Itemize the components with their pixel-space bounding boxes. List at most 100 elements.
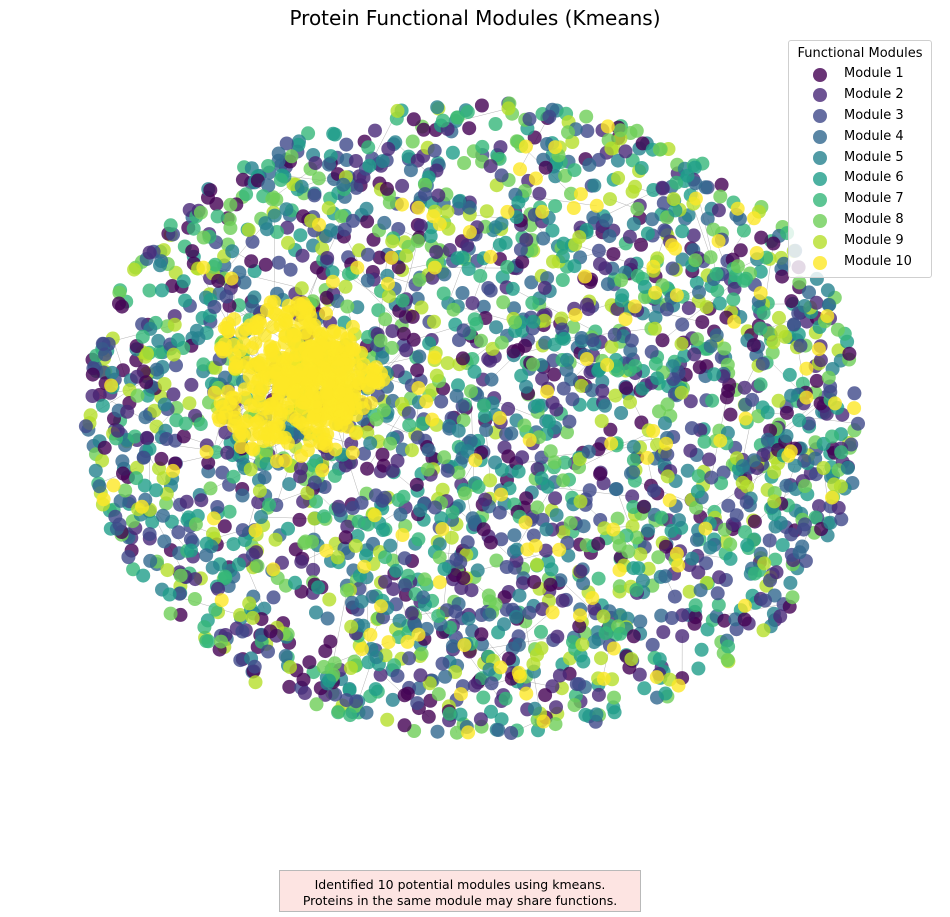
- protein-node: [378, 574, 393, 589]
- protein-node: [142, 245, 157, 260]
- protein-node: [330, 550, 345, 565]
- protein-node: [797, 517, 812, 532]
- protein-node: [279, 136, 294, 151]
- protein-node: [618, 312, 633, 327]
- protein-node: [457, 638, 472, 653]
- protein-node: [294, 448, 309, 463]
- legend-item: Module 5: [789, 148, 931, 169]
- protein-node: [526, 357, 540, 372]
- protein-node: [560, 425, 574, 440]
- protein-node: [567, 698, 582, 713]
- protein-node: [769, 565, 784, 580]
- protein-node: [573, 564, 588, 579]
- protein-node: [191, 331, 206, 346]
- protein-node: [721, 498, 736, 513]
- protein-node: [377, 215, 392, 230]
- protein-node: [691, 469, 706, 484]
- protein-node: [549, 402, 564, 417]
- protein-node: [301, 126, 316, 141]
- protein-node: [576, 576, 591, 591]
- protein-node: [581, 302, 596, 317]
- protein-node: [323, 634, 338, 649]
- protein-node: [127, 429, 142, 444]
- protein-node: [508, 315, 523, 330]
- protein-node: [398, 578, 412, 593]
- protein-node: [354, 395, 369, 409]
- protein-node: [720, 653, 735, 667]
- protein-node: [575, 637, 590, 652]
- protein-node: [518, 139, 533, 154]
- protein-node: [194, 493, 209, 508]
- protein-node: [348, 154, 363, 168]
- protein-node: [381, 289, 396, 304]
- protein-node: [312, 426, 327, 441]
- protein-node: [799, 390, 814, 405]
- protein-node: [245, 234, 260, 249]
- protein-node: [568, 308, 583, 322]
- protein-node: [820, 309, 835, 324]
- protein-node: [307, 188, 322, 203]
- protein-node: [418, 187, 432, 202]
- protein-node: [237, 336, 251, 351]
- protein-node: [166, 387, 181, 402]
- protein-node: [476, 299, 491, 314]
- protein-node: [339, 137, 354, 152]
- protein-node: [151, 333, 166, 348]
- protein-node: [282, 477, 297, 492]
- protein-node: [591, 536, 606, 551]
- protein-node: [267, 294, 282, 309]
- protein-node: [462, 200, 477, 215]
- protein-node: [362, 158, 377, 173]
- protein-node: [78, 419, 93, 434]
- protein-node: [555, 273, 570, 287]
- protein-node: [393, 507, 408, 522]
- protein-node: [556, 525, 571, 540]
- protein-node: [580, 124, 595, 138]
- protein-node: [183, 532, 198, 547]
- protein-node: [378, 550, 393, 565]
- protein-node: [390, 103, 405, 118]
- protein-node: [494, 168, 509, 183]
- protein-node: [381, 276, 395, 291]
- protein-node: [390, 668, 405, 683]
- protein-node: [210, 209, 225, 224]
- protein-node: [470, 563, 485, 578]
- protein-node: [235, 523, 250, 538]
- protein-node: [468, 453, 483, 468]
- protein-node: [760, 432, 775, 447]
- protein-node: [586, 210, 601, 225]
- protein-node: [338, 279, 353, 294]
- protein-node: [730, 259, 745, 274]
- protein-node: [457, 486, 472, 501]
- protein-node: [197, 620, 212, 635]
- protein-node: [626, 629, 641, 644]
- protein-node: [821, 298, 836, 312]
- protein-node: [460, 105, 475, 119]
- protein-node: [196, 260, 211, 275]
- protein-node: [360, 214, 375, 229]
- protein-node: [218, 569, 232, 584]
- protein-node: [530, 500, 545, 515]
- protein-node: [410, 430, 425, 445]
- protein-node: [257, 470, 272, 485]
- protein-node: [130, 460, 144, 475]
- legend-marker: [813, 67, 827, 82]
- protein-node: [585, 383, 599, 398]
- protein-node: [737, 273, 752, 288]
- protein-node: [783, 444, 798, 459]
- protein-node: [345, 445, 360, 460]
- protein-node: [522, 605, 537, 620]
- protein-node: [740, 538, 755, 553]
- protein-node: [648, 285, 663, 300]
- protein-node: [629, 583, 644, 597]
- protein-node: [196, 230, 211, 245]
- protein-node: [618, 144, 633, 159]
- protein-node: [319, 335, 334, 350]
- protein-node: [585, 591, 600, 605]
- protein-node: [226, 537, 241, 552]
- protein-node: [519, 491, 534, 506]
- protein-node: [377, 490, 392, 505]
- protein-node: [498, 235, 513, 250]
- protein-node: [332, 385, 346, 399]
- protein-node: [688, 253, 703, 268]
